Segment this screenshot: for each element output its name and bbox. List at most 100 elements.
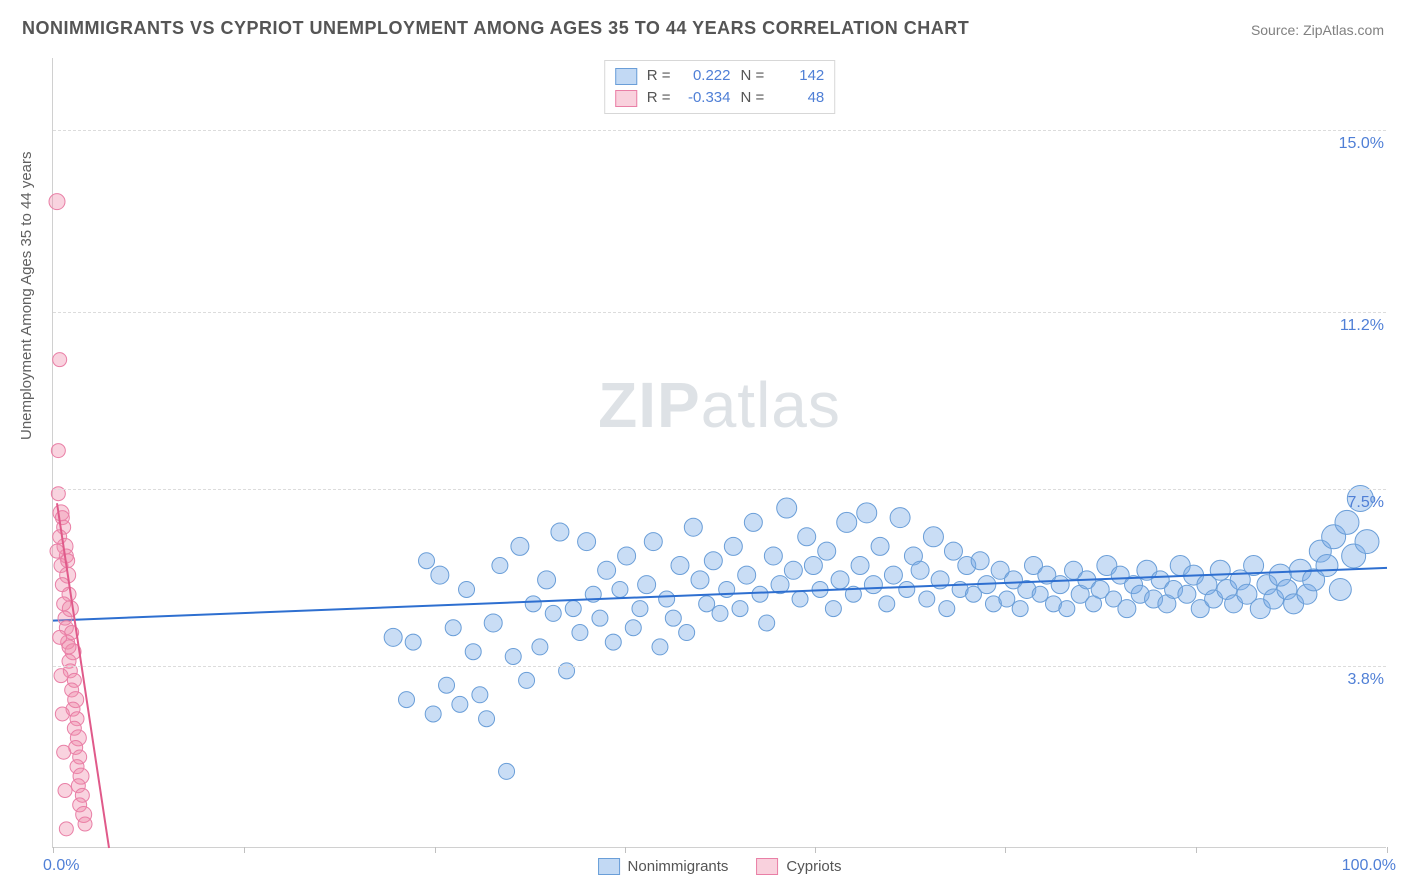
data-point [598, 561, 616, 579]
data-point [612, 581, 628, 597]
x-tick [435, 847, 436, 853]
data-point [59, 822, 73, 836]
legend-item-nonimmigrants: Nonimmigrants [598, 858, 729, 875]
series-legend: Nonimmigrants Cypriots [598, 858, 842, 875]
data-point [459, 581, 475, 597]
swatch-icon [756, 858, 778, 875]
data-point [1316, 555, 1338, 577]
gridline [53, 666, 1386, 667]
x-tick [1387, 847, 1388, 853]
data-point [625, 620, 641, 636]
x-tick [244, 847, 245, 853]
data-point [419, 553, 435, 569]
data-point [511, 537, 529, 555]
data-point [837, 512, 857, 532]
data-point [864, 576, 882, 594]
x-tick [625, 847, 626, 853]
data-point [944, 542, 962, 560]
data-point [825, 601, 841, 617]
data-point [51, 444, 65, 458]
data-point [484, 614, 502, 632]
data-point [665, 610, 681, 626]
data-point [732, 601, 748, 617]
data-point [431, 566, 449, 584]
y-tick-label: 15.0% [1339, 135, 1388, 153]
data-point [818, 542, 836, 560]
data-point [792, 591, 808, 607]
data-point [465, 644, 481, 660]
data-point [759, 615, 775, 631]
data-point [879, 596, 895, 612]
y-tick-label: 11.2% [1340, 317, 1388, 335]
gridline [53, 312, 1386, 313]
data-point [1032, 586, 1048, 602]
gridline [53, 130, 1386, 131]
data-point [519, 672, 535, 688]
data-point [439, 677, 455, 693]
data-point [671, 557, 689, 575]
x-axis-max-label: 100.0% [1342, 857, 1396, 875]
data-point [53, 353, 67, 367]
data-point [445, 620, 461, 636]
gridline [53, 489, 1386, 490]
data-point [479, 711, 495, 727]
data-point [831, 571, 849, 589]
data-point [899, 581, 915, 597]
data-point [472, 687, 488, 703]
data-point [57, 745, 71, 759]
data-point [505, 648, 521, 664]
data-point [1210, 560, 1230, 580]
data-point [738, 566, 756, 584]
plot-area: ZIPatlas R = 0.222 N = 142 R = -0.334 N … [52, 58, 1386, 848]
data-point [752, 586, 768, 602]
data-point [890, 508, 910, 528]
data-point [1335, 510, 1359, 534]
x-tick [53, 847, 54, 853]
data-point [704, 552, 722, 570]
scatter-svg [53, 58, 1387, 848]
data-point [492, 558, 508, 574]
data-point [605, 634, 621, 650]
data-point [538, 571, 556, 589]
data-point [49, 194, 65, 210]
data-point [572, 625, 588, 641]
data-point [58, 784, 72, 798]
legend-label: Cypriots [786, 858, 841, 875]
legend-item-cypriots: Cypriots [756, 858, 841, 875]
data-point [452, 696, 468, 712]
data-point [1012, 601, 1028, 617]
data-point [55, 707, 69, 721]
x-axis-min-label: 0.0% [43, 857, 79, 875]
data-point [61, 554, 75, 568]
data-point [532, 639, 548, 655]
data-point [798, 528, 816, 546]
data-point [565, 601, 581, 617]
data-point [384, 628, 402, 646]
data-point [78, 817, 92, 831]
data-point [911, 561, 929, 579]
data-point [1118, 600, 1136, 618]
data-point [1059, 601, 1075, 617]
data-point [399, 692, 415, 708]
x-tick [1005, 847, 1006, 853]
data-point [699, 596, 715, 612]
data-point [405, 634, 421, 650]
data-point [684, 518, 702, 536]
data-point [939, 601, 955, 617]
data-point [871, 537, 889, 555]
data-point [1355, 530, 1379, 554]
data-point [1051, 576, 1069, 594]
data-point [784, 561, 802, 579]
data-point [592, 610, 608, 626]
data-point [764, 547, 782, 565]
data-point [851, 557, 869, 575]
data-point [999, 591, 1015, 607]
data-point [499, 763, 515, 779]
data-point [857, 503, 877, 523]
data-point [652, 639, 668, 655]
legend-label: Nonimmigrants [628, 858, 729, 875]
data-point [919, 591, 935, 607]
data-point [804, 557, 822, 575]
y-tick-label: 7.5% [1348, 494, 1388, 512]
data-point [659, 591, 675, 607]
